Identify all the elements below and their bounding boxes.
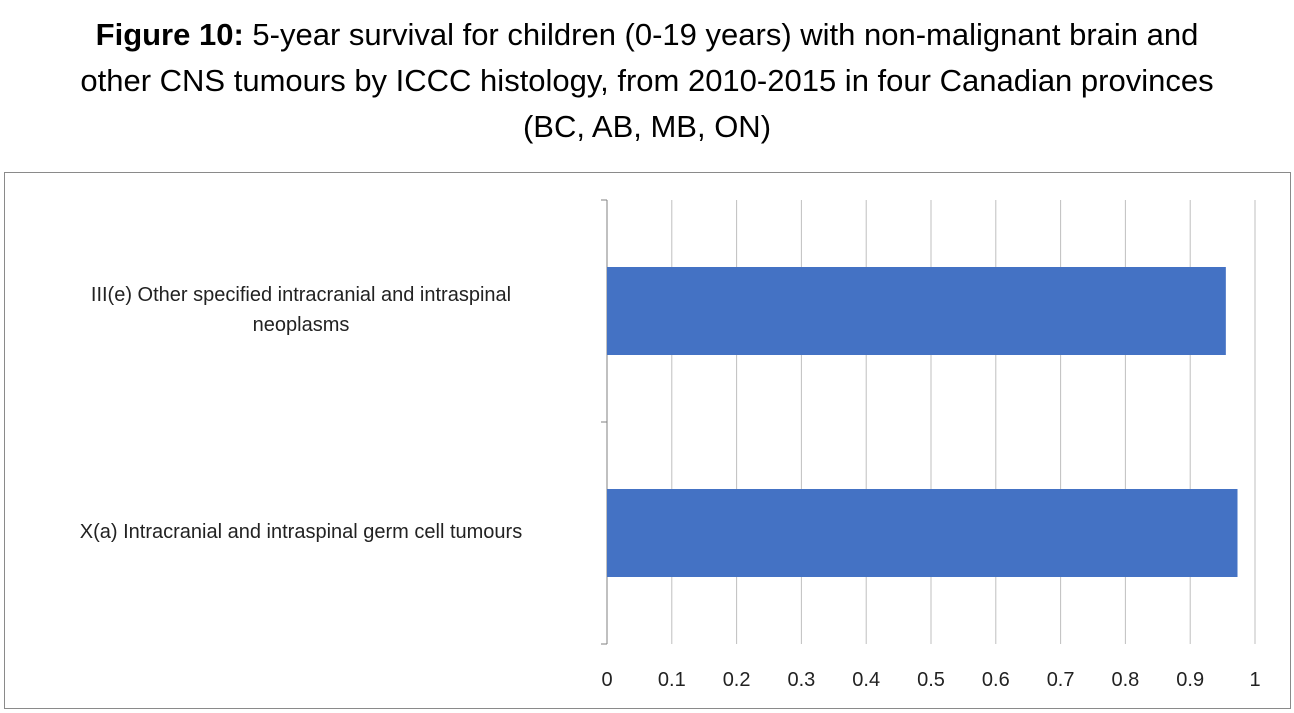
x-tick-label: 0.6 [982,669,1010,691]
y-category-label: X(a) Intracranial and intraspinal germ c… [10,517,592,547]
x-tick-label: 0.1 [658,669,686,691]
figure-title-line1: 5-year survival for children (0-19 years… [243,17,1199,52]
y-category-label: III(e) Other specified intracranial and … [10,280,592,340]
x-tick-label: 0.9 [1176,669,1204,691]
y-category-label-line: III(e) Other specified intracranial and … [90,284,512,306]
x-tick-label: 1 [1249,669,1260,691]
x-tick-label: 0.5 [917,669,945,691]
x-tick-label: 0.8 [1111,669,1139,691]
figure-title: Figure 10: 5-year survival for children … [0,12,1294,150]
x-tick-label: 0.2 [723,669,751,691]
figure-title-line2: other CNS tumours by ICCC histology, fro… [80,63,1214,98]
x-tick-label: 0.4 [852,669,880,691]
x-tick-label: 0 [601,669,612,691]
bar [607,267,1226,355]
y-category-label-line: X(a) Intracranial and intraspinal germ c… [79,521,523,543]
x-tick-label: 0.3 [787,669,815,691]
figure-title-line3: (BC, AB, MB, ON) [522,109,772,144]
x-tick-label: 0.7 [1047,669,1075,691]
y-category-label-line: neoplasms [252,314,350,336]
chart-frame [4,172,1291,709]
figure-label: Figure 10: [95,17,244,52]
bar [607,489,1238,577]
